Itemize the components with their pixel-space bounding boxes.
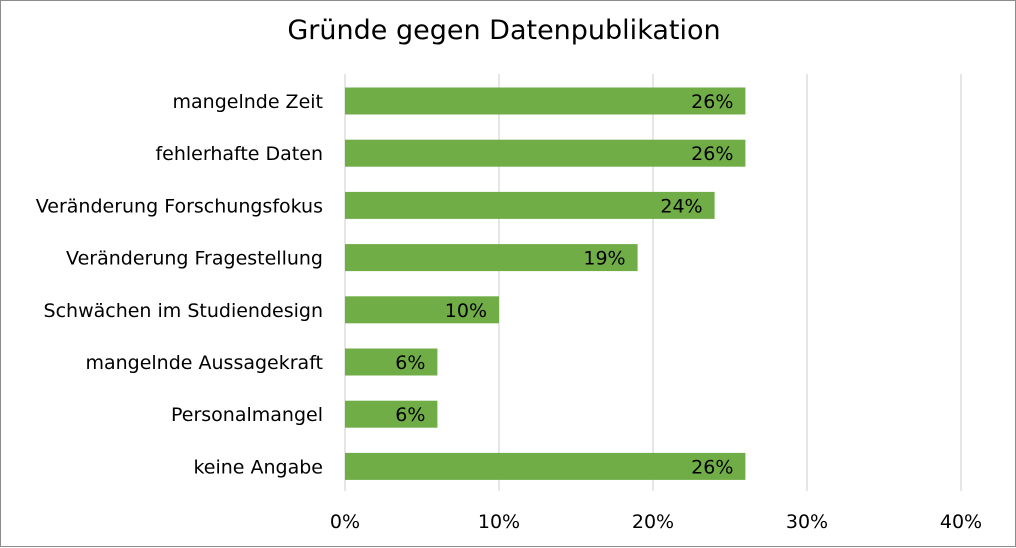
data-label: 10%	[445, 300, 487, 322]
bar	[345, 191, 715, 219]
gridlines	[344, 74, 962, 491]
bar	[345, 348, 438, 376]
x-tick-label: 20%	[632, 511, 674, 533]
data-label: 24%	[660, 195, 702, 217]
category-label: mangelnde Zeit	[173, 91, 324, 113]
chart-title: Gründe gegen Datenpublikation	[287, 15, 720, 46]
category-label: Schwächen im Studiendesign	[44, 300, 323, 322]
bar	[345, 296, 499, 324]
data-label: 6%	[395, 404, 425, 426]
data-label: 26%	[691, 456, 733, 478]
category-label: mangelnde Aussagekraft	[85, 352, 323, 374]
category-label: Personalmangel	[171, 404, 323, 426]
x-tick-label: 10%	[478, 511, 520, 533]
x-tick-label: 0%	[330, 511, 360, 533]
data-labels: 26% 26% 24% 19% 10% 6% 6% 26%	[395, 91, 733, 478]
category-label: Veränderung Forschungsfokus	[36, 195, 323, 217]
data-label: 19%	[583, 248, 625, 270]
data-label: 26%	[691, 91, 733, 113]
category-label: fehlerhafte Daten	[155, 143, 323, 165]
bar	[345, 452, 746, 480]
x-axis-ticks: 0% 10% 20% 30% 40%	[330, 511, 982, 533]
category-label: keine Angabe	[193, 456, 323, 478]
bars	[345, 87, 746, 480]
bar	[345, 139, 746, 167]
x-tick-label: 30%	[786, 511, 828, 533]
bar	[345, 87, 746, 115]
bar	[345, 244, 638, 272]
category-label: Veränderung Fragestellung	[66, 248, 323, 270]
data-label: 6%	[395, 352, 425, 374]
x-tick-label: 40%	[940, 511, 982, 533]
category-labels: mangelnde Zeit fehlerhafte Daten Veränderu…	[36, 91, 323, 478]
data-label: 26%	[691, 143, 733, 165]
bar	[345, 400, 438, 428]
